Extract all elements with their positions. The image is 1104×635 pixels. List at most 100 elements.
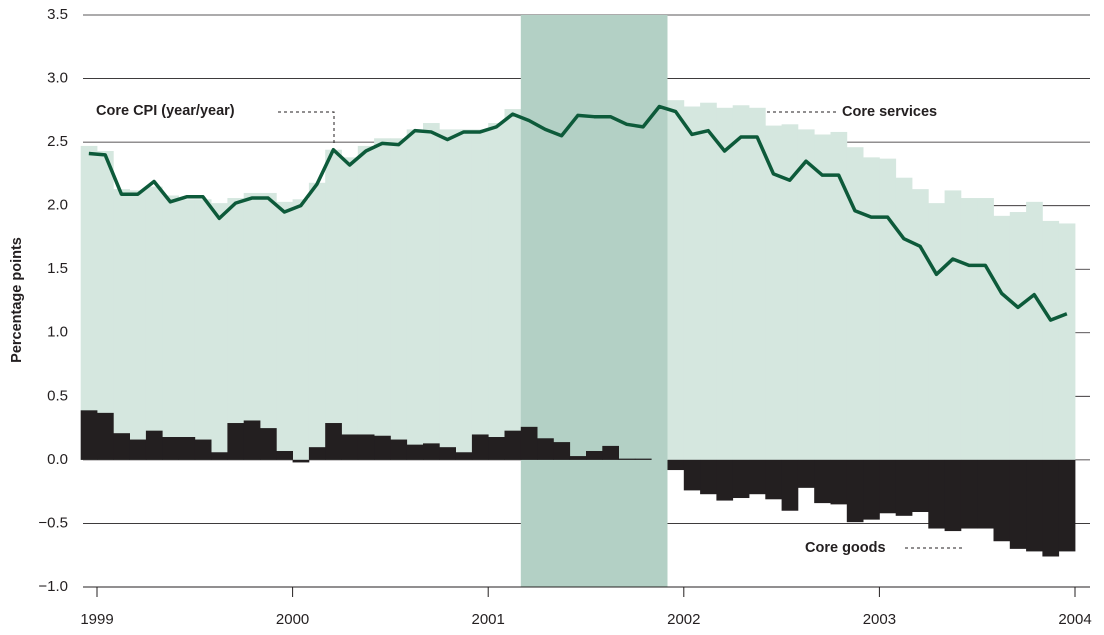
y-tick-label: −1.0 [38, 578, 68, 595]
bar [423, 443, 440, 460]
bar [977, 198, 994, 460]
bar [145, 430, 163, 460]
goods-bars [80, 410, 1076, 557]
bar [569, 456, 587, 460]
y-tick-label: 1.0 [47, 324, 68, 341]
bar [912, 459, 929, 513]
bar [928, 203, 945, 460]
bar [357, 434, 375, 460]
bar [488, 123, 505, 460]
bar [113, 189, 130, 460]
bar [80, 145, 98, 460]
x-tick-label: 2000 [276, 611, 309, 628]
bar [797, 129, 815, 460]
axis: −1.0 −0.5 0.0 0.5 1.0 1.5 2.0 2.5 3.0 3.5 1999 2000… [38, 6, 1091, 628]
bar [325, 149, 342, 460]
bar [243, 192, 261, 460]
bar [944, 459, 962, 532]
bar [308, 182, 326, 460]
bar [178, 437, 196, 460]
bar [602, 445, 619, 460]
bar [1009, 212, 1027, 460]
bar [211, 203, 228, 460]
line-layer [88, 104, 1068, 322]
bar [781, 459, 799, 511]
bar [749, 107, 766, 460]
y-tick-label: 3.5 [47, 6, 68, 23]
bar [553, 442, 571, 460]
bar [80, 410, 98, 460]
bar [341, 434, 359, 460]
bar [683, 106, 701, 460]
bar [618, 458, 636, 460]
bar [178, 199, 196, 460]
bar [341, 157, 359, 460]
bar [162, 195, 179, 460]
bar [846, 147, 864, 460]
bar [634, 458, 652, 460]
bar [895, 459, 913, 516]
bar [667, 100, 685, 460]
bar [194, 439, 212, 460]
bar [374, 138, 391, 460]
bar [292, 199, 310, 460]
bar [129, 439, 147, 460]
bar [667, 459, 685, 471]
bar [423, 123, 440, 460]
bar [960, 198, 978, 460]
bar [814, 459, 831, 504]
bar [439, 447, 456, 460]
bar [895, 177, 913, 460]
bar [944, 190, 962, 460]
bar [390, 439, 408, 460]
bar [292, 459, 310, 463]
bar [439, 129, 456, 460]
annotation: Core goods [805, 540, 886, 556]
bar [357, 145, 375, 460]
bar [276, 201, 293, 460]
bar [732, 105, 750, 460]
bar [1026, 459, 1043, 552]
bar [276, 450, 293, 460]
bar [243, 420, 261, 460]
annotation: Core CPI (year/year) [96, 103, 235, 119]
bar [260, 428, 277, 460]
bar [586, 450, 603, 460]
y-tick-label: 0.0 [47, 451, 68, 468]
bar [325, 423, 342, 460]
bar [765, 459, 782, 500]
bar [1009, 459, 1027, 549]
y-tick-label: 3.0 [47, 70, 68, 87]
bar [504, 109, 522, 460]
shading [520, 15, 668, 587]
bar [928, 459, 945, 529]
bar [846, 459, 864, 523]
bar [145, 186, 163, 460]
bar [1058, 459, 1076, 552]
bar [97, 412, 114, 460]
bar [879, 158, 897, 460]
bar [749, 459, 766, 495]
bar [1026, 201, 1043, 460]
bar [390, 138, 408, 460]
bar [977, 459, 994, 529]
bar [129, 190, 147, 460]
bar [683, 459, 701, 491]
y-tick-label: 0.5 [47, 387, 68, 404]
annotation: Core services [842, 104, 937, 120]
bar [471, 129, 489, 460]
bar [1042, 459, 1060, 557]
bar [814, 134, 831, 460]
bar [537, 438, 554, 460]
bar [1058, 223, 1076, 460]
bar [488, 437, 505, 460]
x-tick-label: 2002 [667, 611, 700, 628]
bar [700, 459, 717, 495]
bar [227, 423, 245, 460]
bar [455, 129, 473, 460]
bar [97, 151, 114, 460]
bar [227, 198, 245, 460]
bar [830, 131, 848, 460]
bar [716, 107, 734, 460]
